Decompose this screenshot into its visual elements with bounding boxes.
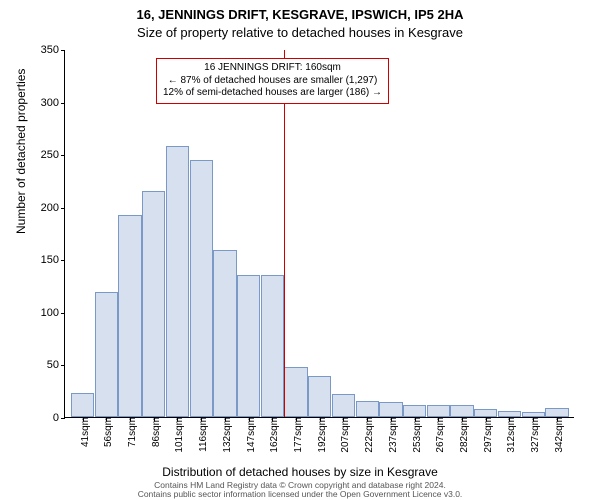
annotation-box: 16 JENNINGS DRIFT: 160sqm ← 87% of detac… <box>156 58 389 104</box>
histogram-bar <box>474 409 497 417</box>
x-tick-label: 86sqm <box>146 417 162 447</box>
x-tick-label: 267sqm <box>430 417 446 453</box>
x-tick-label: 327sqm <box>525 417 541 453</box>
annotation-line-smaller: ← 87% of detached houses are smaller (1,… <box>163 75 382 88</box>
x-tick-label: 101sqm <box>169 417 185 453</box>
footer-attribution: Contains HM Land Registry data © Crown c… <box>0 481 600 500</box>
x-tick-label: 253sqm <box>407 417 423 453</box>
x-tick-label: 342sqm <box>549 417 565 453</box>
histogram-bar <box>545 408 568 417</box>
chart-area: 05010015020025030035041sqm56sqm71sqm86sq… <box>64 50 574 418</box>
x-tick-label: 71sqm <box>122 417 138 447</box>
x-tick-label: 162sqm <box>264 417 280 453</box>
y-tick-mark <box>61 208 65 209</box>
histogram-bar <box>95 292 118 417</box>
x-tick-label: 282sqm <box>454 417 470 453</box>
histogram-bar <box>237 275 260 417</box>
y-tick-mark <box>61 103 65 104</box>
annotation-title: 16 JENNINGS DRIFT: 160sqm <box>163 62 382 75</box>
annotation-line-larger: 12% of semi-detached houses are larger (… <box>163 87 382 100</box>
x-tick-label: 147sqm <box>241 417 257 453</box>
x-tick-label: 237sqm <box>383 417 399 453</box>
histogram-bar <box>166 146 189 417</box>
histogram-bar <box>332 394 355 417</box>
y-axis-label: Number of detached properties <box>14 69 28 234</box>
histogram-bar <box>261 275 284 417</box>
histogram-bar <box>308 376 331 417</box>
page-subtitle: Size of property relative to detached ho… <box>0 22 600 40</box>
x-tick-label: 56sqm <box>98 417 114 447</box>
histogram-bar <box>450 405 473 417</box>
footer-line-2: Contains public sector information licen… <box>0 490 600 499</box>
y-tick-mark <box>61 155 65 156</box>
page-title: 16, JENNINGS DRIFT, KESGRAVE, IPSWICH, I… <box>0 0 600 22</box>
plot-area: 05010015020025030035041sqm56sqm71sqm86sq… <box>64 50 574 418</box>
x-tick-label: 132sqm <box>217 417 233 453</box>
y-tick-mark <box>61 50 65 51</box>
histogram-bar <box>213 250 236 417</box>
y-tick-mark <box>61 260 65 261</box>
x-tick-label: 177sqm <box>288 417 304 453</box>
histogram-bar <box>190 160 213 417</box>
histogram-bar <box>118 215 141 417</box>
histogram-bar <box>379 402 402 417</box>
y-tick-mark <box>61 313 65 314</box>
histogram-bar <box>427 405 450 417</box>
histogram-bar <box>356 401 379 417</box>
x-tick-label: 312sqm <box>501 417 517 453</box>
histogram-bar <box>403 405 426 417</box>
x-tick-label: 116sqm <box>193 417 209 452</box>
histogram-bar <box>142 191 165 417</box>
x-axis-label: Distribution of detached houses by size … <box>0 465 600 479</box>
x-tick-label: 207sqm <box>335 417 351 453</box>
histogram-bar <box>284 367 307 417</box>
y-tick-mark <box>61 418 65 419</box>
x-tick-label: 41sqm <box>75 417 91 447</box>
x-tick-label: 222sqm <box>359 417 375 453</box>
x-tick-label: 297sqm <box>478 417 494 453</box>
y-tick-mark <box>61 365 65 366</box>
x-tick-label: 192sqm <box>312 417 328 453</box>
marker-line <box>284 50 285 417</box>
histogram-bar <box>71 393 94 417</box>
